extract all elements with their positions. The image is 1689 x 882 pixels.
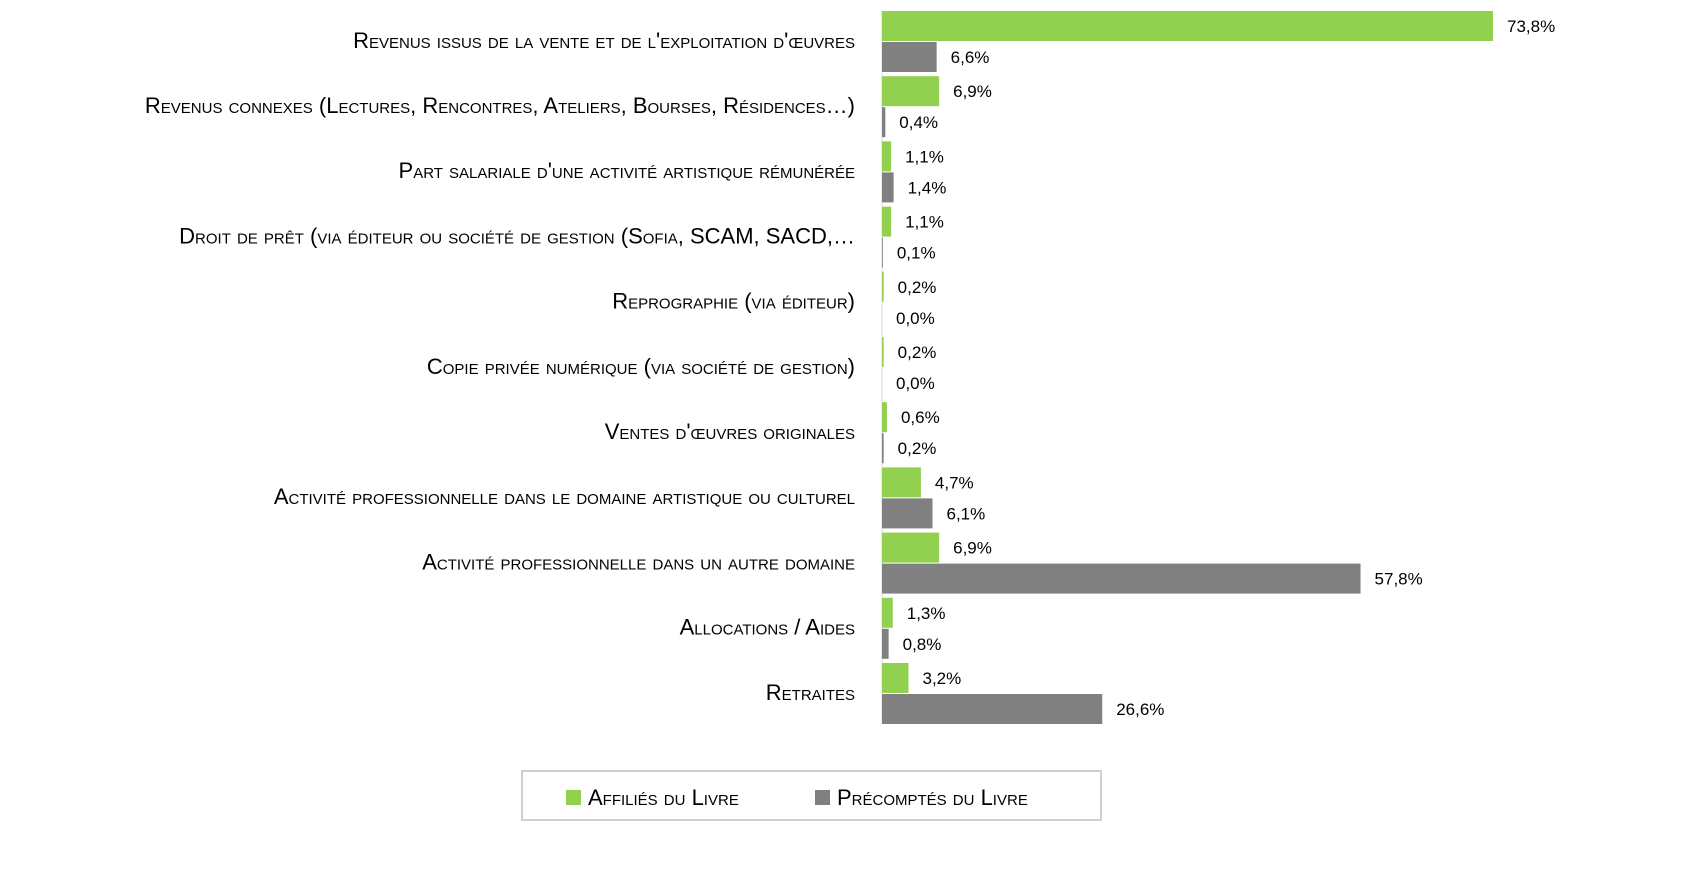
- value-label: 4,7%: [935, 473, 974, 492]
- value-label: 0,2%: [898, 439, 937, 458]
- value-label: 0,0%: [896, 309, 935, 328]
- value-label: 0,6%: [901, 408, 940, 427]
- category-label: Activité professionnelle dans le domaine…: [274, 484, 855, 509]
- bar: [882, 402, 887, 433]
- value-label: 0,2%: [898, 278, 937, 297]
- category-label: Copie privée numérique (via société de g…: [427, 354, 855, 379]
- legend-swatch: [815, 790, 830, 805]
- bar: [882, 107, 886, 138]
- value-label: 0,8%: [903, 635, 942, 654]
- value-label: 6,1%: [947, 504, 986, 523]
- bar: [882, 11, 1493, 41]
- category-label: Droit de prêt (via éditeur ou société de…: [179, 223, 855, 248]
- bar: [882, 76, 940, 107]
- category-label: Revenus connexes (Lectures, Rencontres, …: [145, 93, 855, 118]
- value-label: 0,1%: [897, 244, 936, 263]
- value-label: 1,4%: [908, 178, 947, 197]
- bar: [882, 433, 884, 464]
- value-label: 0,4%: [899, 113, 938, 132]
- bar: [882, 206, 892, 237]
- value-label: 73,8%: [1507, 17, 1555, 36]
- legend-label: Affiliés du Livre: [588, 785, 739, 810]
- bar: [882, 271, 884, 302]
- category-label: Allocations / Aides: [680, 615, 855, 640]
- category-label: Activité professionnelle dans un autre d…: [422, 549, 855, 574]
- legend-swatch: [566, 790, 581, 805]
- value-label: 1,1%: [905, 147, 944, 166]
- value-label: 3,2%: [922, 669, 961, 688]
- bar: [882, 597, 893, 628]
- bar: [882, 141, 892, 172]
- bar: [882, 563, 1361, 594]
- value-label: 6,9%: [953, 539, 992, 558]
- value-label: 1,1%: [905, 213, 944, 232]
- category-label: Part salariale d'une activité artistique…: [399, 158, 855, 183]
- bar: [882, 42, 937, 72]
- value-label: 6,6%: [951, 48, 990, 67]
- category-label: Ventes d'œuvres originales: [605, 419, 855, 444]
- value-label: 1,3%: [907, 604, 946, 623]
- value-label: 26,6%: [1116, 700, 1164, 719]
- bar: [882, 532, 940, 563]
- bar: [882, 237, 883, 268]
- bar: [882, 172, 894, 203]
- bar: [882, 663, 909, 693]
- bar: [882, 498, 933, 529]
- value-label: 57,8%: [1375, 570, 1423, 589]
- category-label: Revenus issus de la vente et de l'exploi…: [353, 28, 855, 53]
- bar: [882, 628, 889, 659]
- value-label: 0,0%: [896, 374, 935, 393]
- category-label: Reprographie (via éditeur): [612, 289, 855, 314]
- legend-box: [521, 770, 1102, 821]
- bar: [882, 694, 1103, 724]
- value-label: 0,2%: [898, 343, 937, 362]
- value-label: 6,9%: [953, 82, 992, 101]
- legend-label: Précomptés du Livre: [837, 785, 1028, 810]
- category-label: Retraites: [766, 680, 855, 705]
- bar: [882, 467, 921, 498]
- bar: [882, 337, 884, 367]
